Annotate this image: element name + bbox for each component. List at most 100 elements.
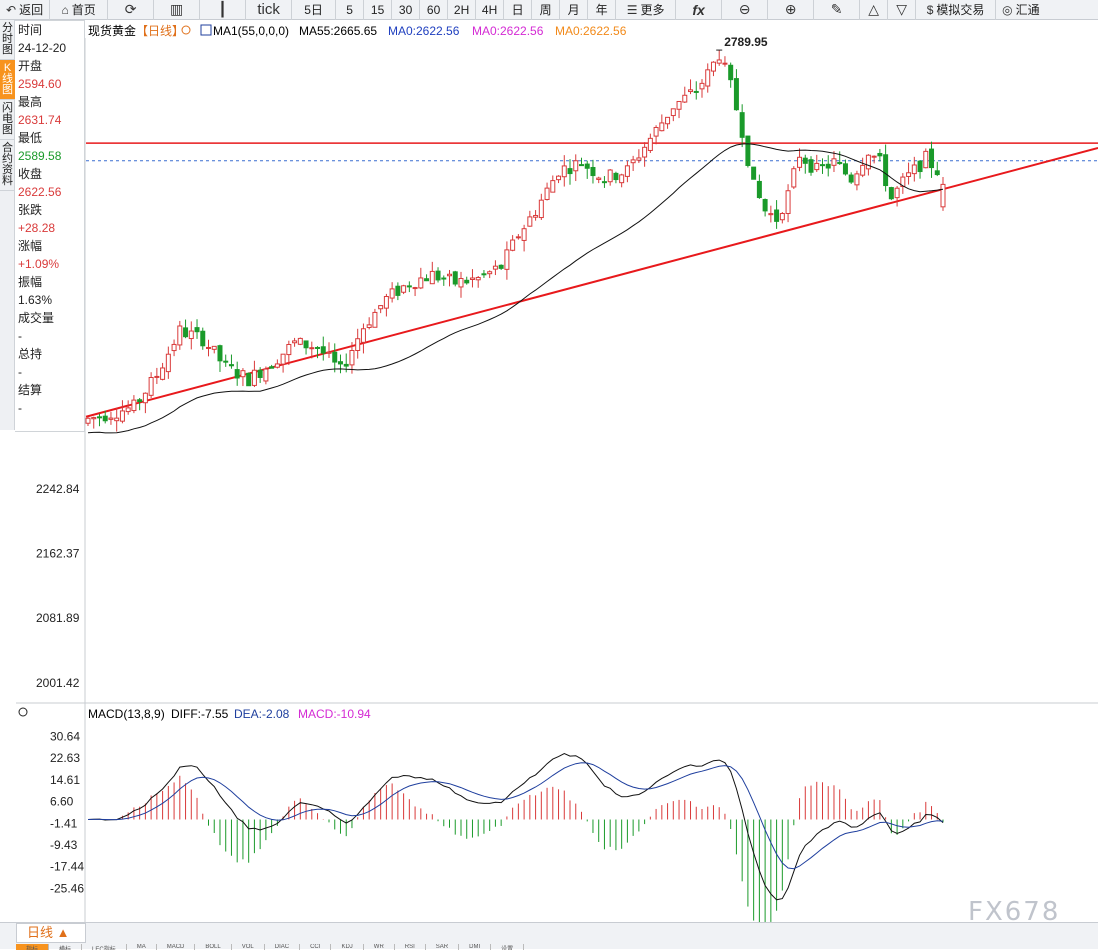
candle-body: [337, 361, 343, 365]
candle-body: [424, 278, 430, 282]
candle-body: [332, 351, 338, 363]
candle-body: [429, 270, 435, 285]
more-label: 更多: [640, 3, 665, 17]
candle-body: [556, 175, 562, 181]
macd-axis-tick: -1.41: [50, 816, 78, 830]
more-button[interactable]: ☰ 更多: [616, 0, 677, 20]
period-button[interactable]: 30: [392, 0, 421, 20]
pct-value: +1.09%: [18, 257, 60, 271]
candle-body: [194, 327, 200, 333]
candle-body: [688, 89, 694, 93]
period-button[interactable]: 15: [364, 0, 393, 20]
period-button[interactable]: 月: [560, 0, 589, 20]
chart-type-button[interactable]: ▥: [154, 0, 201, 20]
period-button[interactable]: 5: [336, 0, 365, 20]
open-label: 开盘: [18, 59, 43, 73]
triangle-down-icon: ▽: [896, 1, 907, 17]
candle-body: [831, 158, 837, 166]
candle-body: [492, 265, 498, 270]
period-button[interactable]: 日: [504, 0, 533, 20]
candle-body: [934, 170, 940, 176]
candle-body: [165, 353, 171, 373]
candle-body: [923, 150, 929, 169]
formula-button[interactable]: fx: [676, 0, 723, 20]
watermark: FX678: [968, 897, 1061, 927]
indicator-tab[interactable]: VOL: [232, 944, 265, 950]
settle-label: 结算: [18, 383, 43, 397]
indicator-tab[interactable]: BOLL: [195, 944, 232, 950]
amp-value: 1.63%: [18, 293, 53, 307]
period-button[interactable]: 年: [588, 0, 617, 20]
candle-body: [854, 173, 860, 186]
tick-button[interactable]: tick: [246, 0, 293, 20]
candle-body: [561, 165, 567, 178]
indicator-tab[interactable]: DIAC: [265, 944, 301, 950]
down-arrow-button[interactable]: ▽: [888, 0, 917, 20]
macd-dea-line: [87, 762, 944, 870]
macd-axis-tick: 30.64: [50, 730, 80, 744]
period-button[interactable]: 60: [420, 0, 449, 20]
refresh-button[interactable]: ⟳: [108, 0, 155, 20]
indicator-tab[interactable]: DMI: [459, 944, 492, 950]
indicator-tab[interactable]: WR: [364, 944, 395, 950]
indicator-tab[interactable]: 指标: [16, 944, 50, 950]
indicator-tab[interactable]: CCI: [300, 944, 332, 950]
period-button[interactable]: 周: [532, 0, 561, 20]
indicator-tab[interactable]: 设置: [491, 944, 525, 950]
zoom-in-button[interactable]: ⊕: [768, 0, 815, 20]
candle-body: [452, 271, 458, 285]
candle-body: [137, 399, 143, 403]
change-label: 张跌: [18, 203, 43, 217]
zoom-in-icon: ⊕: [784, 1, 797, 17]
indicator-tab[interactable]: SAR: [426, 944, 460, 950]
indicator-tab[interactable]: KDJ: [331, 944, 364, 950]
indicator-tab[interactable]: LEC指标: [82, 944, 127, 950]
back-button[interactable]: ↶ 返回: [0, 0, 51, 20]
indicator-tab[interactable]: 横标: [49, 944, 83, 950]
indicator-tab[interactable]: MA: [127, 944, 157, 950]
candle-body: [940, 183, 946, 208]
legend-ma0-b: MA0:2622.56: [472, 24, 544, 38]
legend-ma0-a: MA0:2622.56: [388, 24, 460, 38]
candle-body: [297, 337, 303, 345]
candle-body: [521, 228, 527, 241]
candle-body: [464, 279, 470, 284]
legend-ma55: MA55:2665.65: [299, 24, 377, 38]
vtab[interactable]: 闪电图: [0, 100, 15, 140]
candle-body: [722, 62, 728, 65]
candle-body: [584, 163, 590, 169]
candle-body: [751, 166, 757, 180]
candle-body: [848, 174, 854, 183]
huitong-button[interactable]: ◎ 汇通: [996, 0, 1046, 20]
candle-body: [728, 64, 734, 81]
up-arrow-button[interactable]: △: [860, 0, 889, 20]
candle-body: [504, 249, 510, 270]
period-button[interactable]: 5日: [292, 0, 337, 20]
indicator-tab[interactable]: MACD: [157, 944, 196, 950]
draw-button[interactable]: ✎: [814, 0, 861, 20]
period-button[interactable]: 4H: [476, 0, 505, 20]
candle-body: [819, 164, 825, 167]
low-label: 最低: [18, 131, 43, 145]
period-button[interactable]: 2H: [448, 0, 477, 20]
vtab[interactable]: 合约资料: [0, 140, 15, 191]
period-selector[interactable]: 日线 ▲: [16, 923, 86, 943]
candle-body: [349, 350, 355, 366]
indicator-tab[interactable]: RSI: [395, 944, 426, 950]
candle-body: [114, 417, 120, 422]
candle-body: [636, 157, 642, 161]
candle-body: [762, 199, 768, 212]
zoom-out-button[interactable]: ⊖: [722, 0, 769, 20]
macd-axis-tick: -17.44: [50, 860, 84, 874]
vtab[interactable]: 分时图: [0, 20, 15, 60]
zoom-out-icon: ⊖: [738, 1, 751, 17]
candle-body: [469, 277, 475, 280]
macd-axis-tick: 6.60: [50, 795, 74, 809]
candle-body: [900, 176, 906, 188]
sim-trade-button[interactable]: $ 模拟交易: [916, 0, 997, 20]
home-button[interactable]: ⌂ 首页: [50, 0, 109, 20]
candle-body: [303, 340, 309, 349]
candle-type-button[interactable]: ┃: [200, 0, 247, 20]
